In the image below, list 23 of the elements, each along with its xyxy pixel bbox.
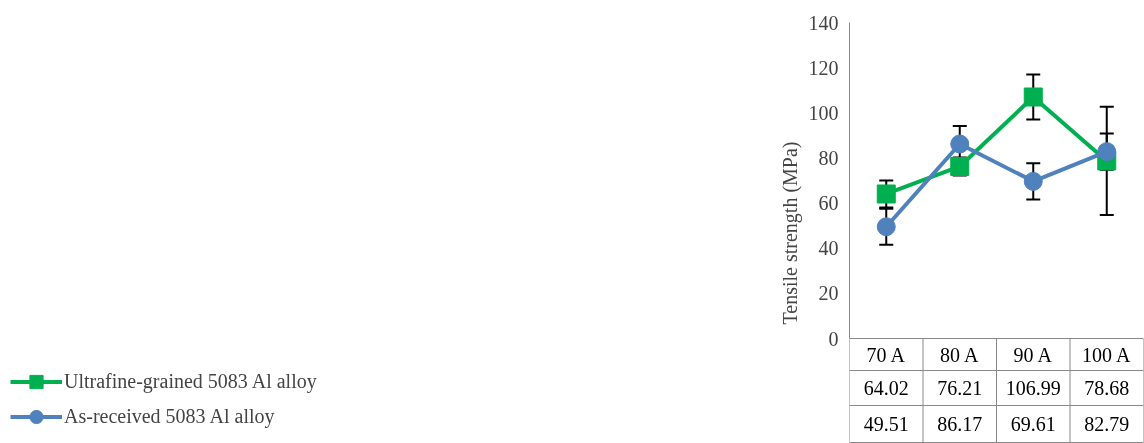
x-tick-label: 90 A — [1013, 343, 1053, 366]
y-tick-label: 100 — [808, 101, 839, 124]
x-tick-label: 100 A — [1082, 343, 1131, 366]
x-tick-label: 70 A — [866, 343, 906, 366]
data-label: 76.21 — [937, 377, 983, 399]
y-tick-label: 60 — [818, 192, 839, 215]
data-label: 82.79 — [1084, 413, 1130, 435]
data-label: 69.61 — [1010, 413, 1056, 435]
data-label: 106.99 — [1005, 377, 1061, 399]
x-tick-label: 80 A — [940, 343, 979, 366]
data-label: 64.02 — [863, 377, 909, 399]
y-axis-title: Tensile strength (MPa) — [778, 141, 802, 325]
y-tick-label: 40 — [818, 237, 839, 260]
data-label: 49.51 — [863, 413, 909, 435]
y-tick-label: 20 — [818, 282, 839, 305]
y-tick-label: 120 — [808, 56, 839, 79]
legend-label: Ultrafine-grained 5083 Al alloy — [64, 369, 317, 395]
data-label: 78.68 — [1084, 377, 1130, 399]
y-tick-label: 0 — [828, 327, 839, 350]
data-label: 86.17 — [937, 413, 983, 435]
y-tick-label: 80 — [818, 146, 839, 169]
legend-label: As-received 5083 Al alloy — [64, 404, 275, 430]
y-tick-label: 140 — [808, 11, 839, 34]
